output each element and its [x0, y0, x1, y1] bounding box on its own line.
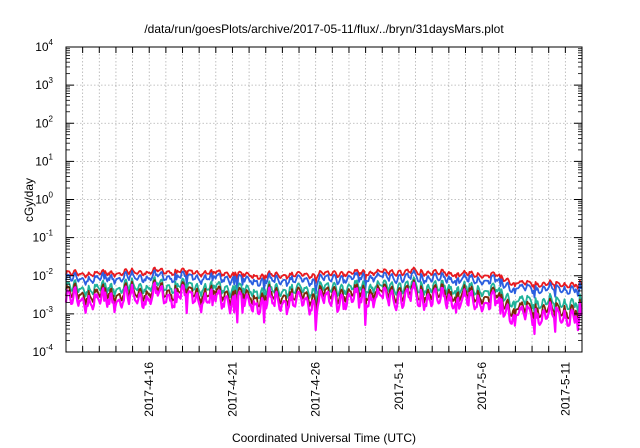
- y-axis-label: cGy/day: [22, 178, 36, 222]
- y-tick-label: 102: [35, 114, 53, 130]
- y-tick-label: 10-2: [33, 267, 54, 283]
- series-layer: [64, 266, 583, 336]
- x-tick-label: 2017-4-26: [309, 362, 323, 417]
- x-tick-label: 2017-5-11: [558, 362, 572, 416]
- y-tick-label: 103: [35, 76, 53, 92]
- y-tick-label: 101: [35, 152, 53, 168]
- x-tick-label: 2017-4-16: [142, 362, 156, 417]
- series-line: [65, 276, 583, 315]
- x-tick-label: 2017-4-21: [225, 362, 239, 417]
- series-line: [64, 281, 583, 336]
- y-tick-label: 100: [35, 191, 53, 207]
- y-tick-label: 10-1: [33, 229, 54, 245]
- x-tick-labels: 2017-4-16 2017-4-21 2017-4-26 2017-5-1 2017-…: [142, 362, 572, 417]
- y-tick-label: 10-4: [33, 343, 54, 359]
- ticks: [66, 46, 582, 353]
- chart-title: /data/run/goesPlots/archive/2017-05-11/f…: [144, 22, 504, 36]
- series-line: [65, 266, 583, 291]
- y-tick-labels: 10-4 10-3 10-2 10-1 100 101 102 103 104: [33, 38, 54, 359]
- series-line: [65, 269, 583, 299]
- y-tick-label: 10-3: [33, 305, 54, 321]
- x-tick-label: 2017-5-1: [392, 362, 406, 410]
- x-tick-label: 2017-5-6: [475, 362, 489, 410]
- y-tick-label: 104: [35, 38, 53, 54]
- x-axis-label: Coordinated Universal Time (UTC): [232, 431, 416, 445]
